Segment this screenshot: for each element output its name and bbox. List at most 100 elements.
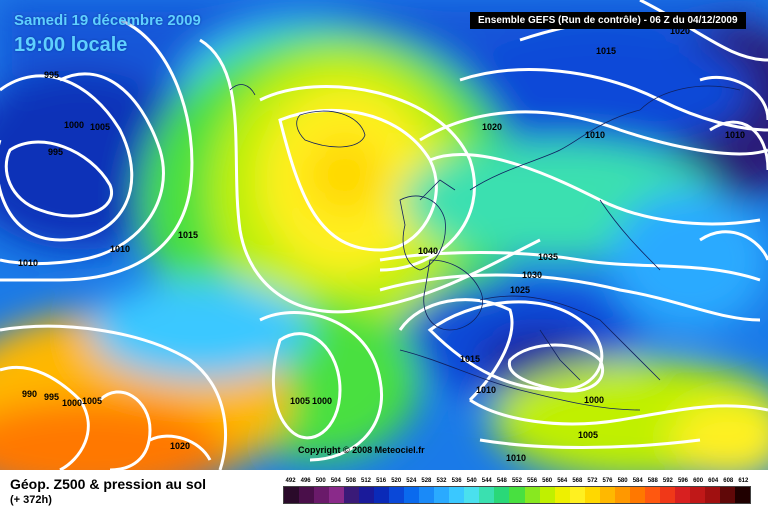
legend-swatch (359, 487, 375, 503)
legend-value: 504 (330, 478, 341, 484)
isobar-label: 1005 (578, 430, 599, 440)
isobar-label: 1010 (506, 453, 527, 463)
legend-swatch (284, 487, 300, 503)
legend-swatch (644, 487, 660, 503)
legend-value: 528 (421, 478, 432, 484)
legend-swatch (524, 487, 540, 503)
legend-swatch (374, 487, 390, 503)
legend-swatch (689, 487, 705, 503)
legend-value: 548 (496, 478, 507, 484)
legend-value: 584 (632, 478, 643, 484)
legend-value: 552 (511, 478, 522, 484)
legend-swatch (629, 487, 645, 503)
legend-swatch (509, 487, 525, 503)
legend-swatch (614, 487, 630, 503)
legend-value: 596 (677, 478, 688, 484)
geopotential-field (0, 0, 768, 470)
isobar-label: 1015 (178, 230, 199, 240)
isobar-label: 1010 (476, 385, 497, 395)
isobar-label: 1015 (596, 46, 617, 56)
legend-swatch (719, 487, 735, 503)
legend-value: 536 (451, 478, 462, 484)
map-title: Géop. Z500 & pression au sol (10, 476, 207, 492)
legend-value: 520 (391, 478, 402, 484)
legend-swatch (734, 487, 750, 503)
isobar-label: 1000 (584, 395, 605, 405)
legend-swatch (704, 487, 720, 503)
isobar-label: 1000 (312, 396, 333, 406)
legend-swatch (479, 487, 495, 503)
legend-swatches (283, 486, 751, 504)
legend-swatch (329, 487, 345, 503)
color-legend: 492 496 500 504 508 512 516 520 524 528 532 536 540 5… (283, 478, 751, 504)
forecast-date: Samedi 19 décembre 2009 (14, 12, 201, 29)
weather-map: Samedi 19 décembre 2009 19:00 locale Ens… (0, 0, 768, 470)
isobar-label: 1030 (522, 270, 543, 280)
legend-swatch (674, 487, 690, 503)
legend-value: 500 (315, 478, 326, 484)
legend-swatch (569, 487, 585, 503)
isobar-label: 995 (44, 392, 60, 402)
map-footer: Géop. Z500 & pression au sol (+ 372h) 49… (0, 470, 768, 512)
legend-swatch (584, 487, 600, 503)
legend-value: 568 (572, 478, 583, 484)
legend-value: 608 (723, 478, 734, 484)
isobar-label: 1010 (725, 130, 746, 140)
isobar-label: 1010 (110, 244, 131, 254)
legend-swatch (599, 487, 615, 503)
isobar-label: 1005 (290, 396, 311, 406)
legend-swatch (494, 487, 510, 503)
legend-swatch (554, 487, 570, 503)
legend-swatch (314, 487, 330, 503)
isobar-label: 1040 (418, 246, 439, 256)
legend-value: 508 (345, 478, 356, 484)
isobar-label: 1035 (538, 252, 559, 262)
isobar-label: 1025 (510, 285, 531, 295)
legend-swatch (464, 487, 480, 503)
legend-value: 580 (617, 478, 628, 484)
isobar-label: 1020 (482, 122, 503, 132)
coastlines (229, 84, 741, 411)
isobar-label: 1005 (82, 396, 103, 406)
legend-value: 592 (662, 478, 673, 484)
legend-swatch (404, 487, 420, 503)
legend-swatch (389, 487, 405, 503)
legend-value: 540 (466, 478, 477, 484)
z500-color-field (0, 0, 768, 470)
legend-value: 556 (527, 478, 538, 484)
legend-swatch (449, 487, 465, 503)
isobar-label: 995 (44, 70, 60, 80)
legend-value: 496 (300, 478, 311, 484)
isobar-label: 1020 (170, 441, 191, 451)
isobar-label: 1010 (18, 258, 39, 268)
legend-value: 600 (693, 478, 704, 484)
isobar-label: 1015 (460, 354, 481, 364)
legend-value: 512 (361, 478, 372, 484)
legend-value: 612 (738, 478, 749, 484)
legend-swatch (344, 487, 360, 503)
legend-value: 572 (587, 478, 598, 484)
legend-value: 532 (436, 478, 447, 484)
legend-value: 544 (481, 478, 492, 484)
legend-swatch (539, 487, 555, 503)
isobar-label: 1010 (585, 130, 606, 140)
legend-value: 564 (557, 478, 568, 484)
forecast-time: 19:00 locale (14, 34, 128, 56)
legend-value: 604 (708, 478, 719, 484)
legend-value: 516 (376, 478, 387, 484)
isobar-label: 1005 (90, 122, 111, 132)
legend-value: 560 (542, 478, 553, 484)
model-run-label: Ensemble GEFS (Run de contrôle) - 06 Z d… (470, 12, 746, 29)
legend-swatch (299, 487, 315, 503)
isobar-label: 1000 (64, 120, 85, 130)
isobar-label: 990 (22, 389, 38, 399)
copyright-notice: Copyright © 2008 Meteociel.fr (298, 445, 425, 455)
legend-value: 492 (285, 478, 296, 484)
legend-value: 588 (647, 478, 658, 484)
legend-value: 524 (406, 478, 417, 484)
legend-swatch (434, 487, 450, 503)
legend-swatch (659, 487, 675, 503)
isobar-label: 995 (48, 147, 64, 157)
legend-labels: 492 496 500 504 508 512 516 520 524 528 532 536 540 5… (283, 478, 751, 484)
isobar-label: 1000 (62, 398, 83, 408)
